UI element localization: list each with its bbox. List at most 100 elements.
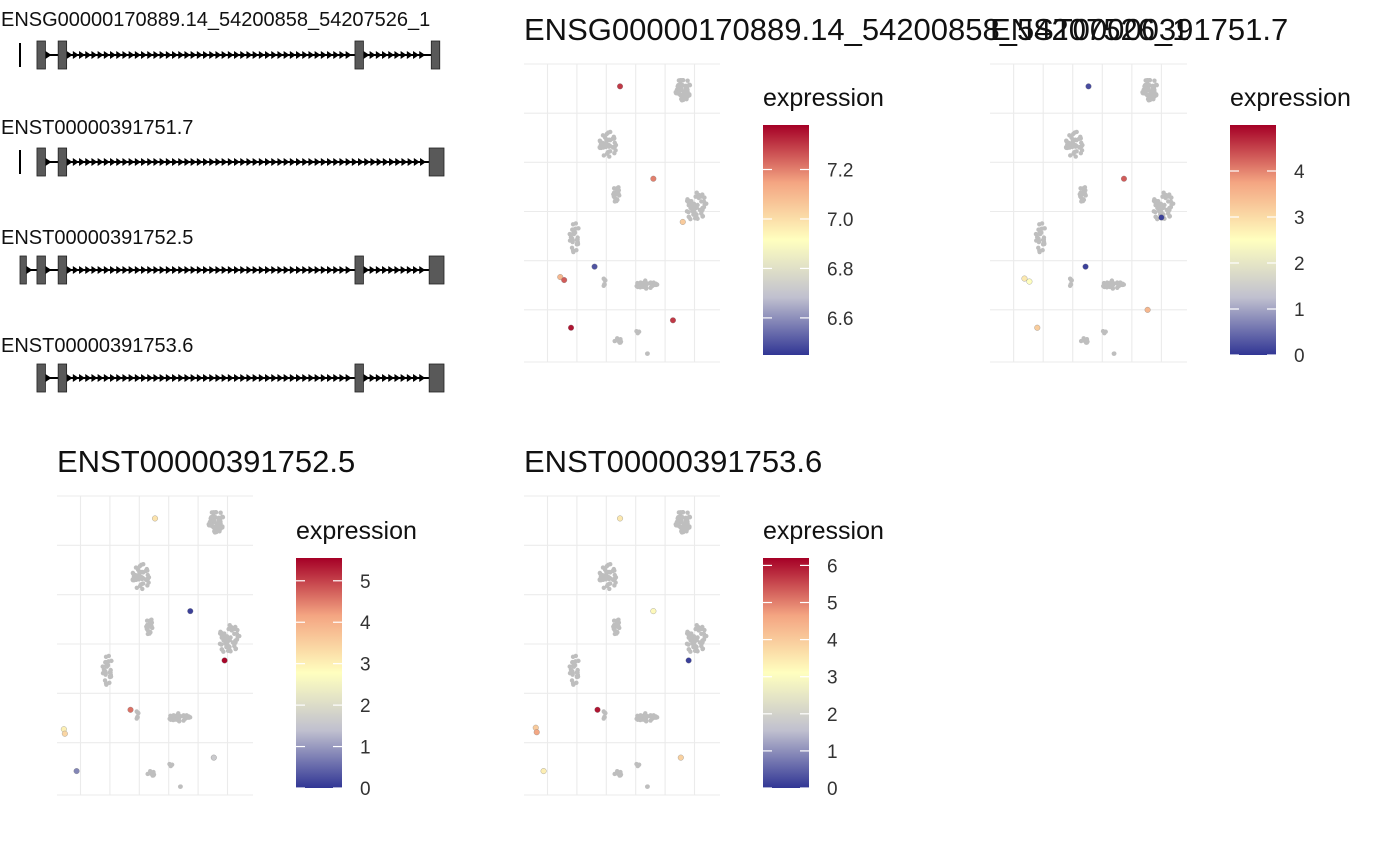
cell-point bbox=[700, 638, 705, 643]
expressed-cells bbox=[532, 515, 692, 775]
strand-arrow bbox=[66, 266, 73, 274]
expressed-cell-point bbox=[210, 754, 217, 761]
expressed-cell-point bbox=[591, 263, 598, 270]
cell-point bbox=[699, 209, 704, 214]
cell-point bbox=[1151, 198, 1157, 204]
cell-point bbox=[108, 673, 114, 679]
strand-arrow bbox=[413, 158, 420, 166]
background-cells bbox=[100, 510, 242, 789]
expressed-cell-point bbox=[1144, 306, 1151, 313]
strand-arrow bbox=[388, 374, 395, 382]
strand-arrow bbox=[178, 266, 185, 274]
strand-arrow bbox=[79, 51, 86, 59]
strand-arrow bbox=[345, 266, 352, 274]
strand-arrow bbox=[26, 266, 33, 274]
cell-point bbox=[103, 672, 108, 677]
cell-point bbox=[691, 644, 696, 650]
strand-arrow bbox=[375, 266, 382, 274]
cell-point bbox=[1066, 142, 1072, 147]
cell-point bbox=[601, 276, 606, 281]
cell-point bbox=[694, 644, 699, 650]
strand-arrow bbox=[215, 266, 222, 274]
cell-point bbox=[643, 278, 648, 283]
strand-arrow bbox=[364, 158, 371, 166]
expressed-cell-point bbox=[679, 218, 686, 225]
exon-block bbox=[57, 363, 68, 393]
cell-point bbox=[612, 631, 618, 637]
strand-arrow bbox=[314, 266, 321, 274]
exon-block bbox=[430, 40, 441, 70]
strand-arrow bbox=[172, 266, 179, 274]
strand-arrow bbox=[369, 374, 376, 382]
cell-point bbox=[612, 583, 617, 588]
strand-arrow bbox=[363, 266, 370, 274]
cell-point bbox=[575, 241, 581, 246]
strand-arrow bbox=[196, 374, 203, 382]
cell-point bbox=[676, 510, 682, 515]
cell-point bbox=[611, 624, 616, 629]
strand-arrow bbox=[122, 266, 129, 274]
strand-arrow bbox=[209, 374, 216, 382]
cell-point bbox=[178, 784, 183, 789]
colorbar-tick-label: 4 bbox=[827, 631, 838, 652]
cell-point bbox=[209, 510, 215, 515]
cell-point bbox=[601, 585, 607, 590]
cell-point bbox=[1153, 82, 1159, 87]
strand-arrow bbox=[358, 158, 365, 166]
cell-point bbox=[212, 530, 218, 535]
colorbar bbox=[763, 558, 809, 788]
exon-block bbox=[57, 40, 68, 70]
expressed-cell-point bbox=[670, 317, 676, 324]
cell-point bbox=[617, 773, 622, 778]
cell-point bbox=[649, 283, 655, 289]
strand-arrow bbox=[215, 374, 222, 382]
cell-point bbox=[1078, 134, 1083, 139]
strand-arrow bbox=[333, 374, 340, 382]
cell-point bbox=[683, 83, 689, 88]
strand-arrow bbox=[209, 51, 216, 59]
cell-point bbox=[1079, 199, 1084, 204]
strand-arrow bbox=[116, 51, 123, 59]
expressed-cell-point bbox=[61, 730, 68, 737]
cell-point bbox=[227, 648, 233, 653]
strand-arrow bbox=[128, 51, 135, 59]
cell-point bbox=[1109, 282, 1114, 287]
strand-arrow bbox=[91, 266, 98, 274]
exon-block bbox=[36, 147, 46, 177]
cell-point bbox=[691, 212, 696, 217]
expressed-cell-point bbox=[187, 608, 194, 615]
cell-point bbox=[683, 515, 689, 521]
strand-arrow bbox=[196, 266, 203, 274]
cell-point bbox=[1155, 216, 1160, 222]
cell-point bbox=[237, 633, 242, 639]
cell-point bbox=[673, 522, 678, 527]
strand-arrow bbox=[296, 158, 303, 166]
cell-point bbox=[676, 78, 682, 83]
strand-arrow bbox=[382, 158, 389, 166]
exon-block bbox=[354, 40, 364, 70]
cell-point bbox=[1161, 190, 1166, 195]
cell-point bbox=[611, 577, 616, 582]
cell-point bbox=[612, 140, 617, 145]
cell-point bbox=[612, 572, 617, 578]
umap-panel: ENST00000391751.7 expression 0 1 2 3 4 bbox=[990, 12, 1351, 367]
strand-arrow bbox=[203, 374, 210, 382]
cell-point bbox=[600, 142, 605, 147]
cell-point bbox=[1083, 340, 1089, 345]
strand-arrow bbox=[345, 374, 352, 382]
strand-arrow bbox=[141, 158, 148, 166]
cell-point bbox=[1167, 205, 1172, 211]
cell-point bbox=[704, 633, 709, 639]
cell-point bbox=[1118, 280, 1123, 285]
strand-arrow bbox=[363, 374, 370, 382]
grid-lines bbox=[524, 495, 720, 796]
strand-arrow bbox=[302, 374, 309, 382]
cell-point bbox=[1150, 83, 1155, 88]
panel-title: ENST00000391752.5 bbox=[57, 444, 355, 479]
strand-arrow bbox=[203, 266, 210, 274]
strand-arrow bbox=[265, 51, 272, 59]
strand-arrow bbox=[178, 51, 185, 59]
legend-title: expression bbox=[296, 517, 417, 545]
strand-arrow bbox=[141, 374, 148, 382]
